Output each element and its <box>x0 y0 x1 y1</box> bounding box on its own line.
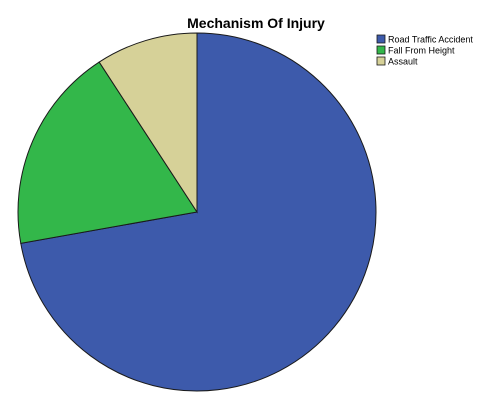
legend-item: Road Traffic Accident <box>376 34 473 45</box>
legend-item: Assault <box>376 56 418 67</box>
legend-swatch <box>376 34 386 44</box>
legend-swatch <box>376 45 386 55</box>
legend-label: Road Traffic Accident <box>388 35 473 45</box>
chart-title: Mechanism Of Injury <box>187 15 325 31</box>
legend-label: Assault <box>388 57 418 67</box>
pie-slice-fall-from-height <box>17 61 198 244</box>
pie-slices <box>17 32 377 392</box>
pie-slice-road-traffic-accident <box>20 32 377 392</box>
pie-slice-assault <box>98 32 198 214</box>
legend-swatch <box>376 56 386 66</box>
legend-item: Fall From Height <box>376 45 455 56</box>
legend-label: Fall From Height <box>388 46 455 56</box>
